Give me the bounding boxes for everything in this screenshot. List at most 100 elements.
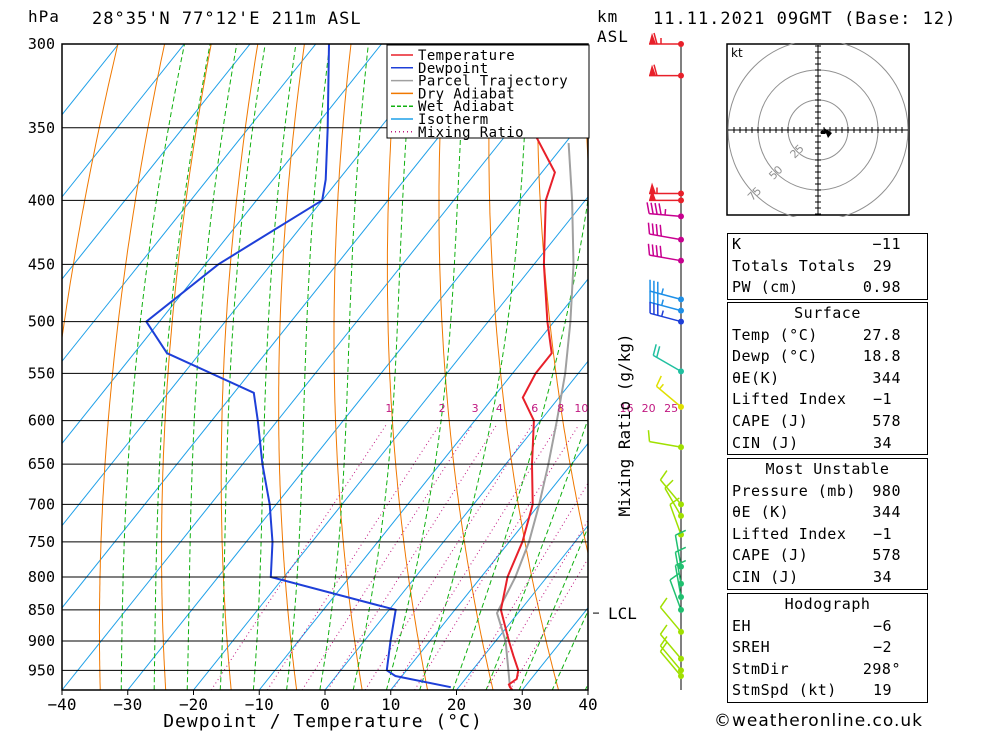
legend-entry-label: Temperature [418,48,515,64]
wind-level-dot [678,667,684,674]
wind-level-dot [678,444,684,451]
isotherm-line [258,278,588,690]
table-row-label: CAPE (J) [732,546,809,565]
wind-barb-staff [649,254,682,262]
table-heading: Surface [794,304,861,322]
wind-barb-flag [649,33,656,44]
table-row-value: 298° [862,659,901,678]
table-row-label: CIN (J) [732,567,799,586]
wet-adiabat-line [518,526,588,690]
pressure-tick-label: 600 [28,412,55,430]
dry-adiabat-line [674,0,701,690]
table-heading: Hodograph [784,595,871,613]
legend-entry-label: Wet Adiabat [418,99,515,115]
table-row-label: Lifted Index [732,390,847,409]
wind-barb [659,597,684,635]
table-row-value: −11 [872,235,901,253]
table-heading: Most Unstable [765,460,890,478]
dry-adiabat-line [161,44,212,690]
pressure-tick-label: 800 [28,568,55,586]
wet-adiabat-line [352,44,414,690]
wind-barb-feather [655,224,659,236]
wind-barb [647,243,684,264]
table-row: Dewp (°C) 18.8 [728,346,927,368]
table-row-value: −6 [873,616,893,635]
wind-barb [647,222,684,243]
wind-barb-flag [649,182,656,194]
copyright-text: ©weatheronline.co.uk [714,711,924,731]
isotherm-line [127,113,588,690]
temp-tick-label: −30 [113,695,142,714]
wind-barb-feather [658,203,662,215]
wind-level-dot [678,368,684,375]
isotherm-line [62,44,317,363]
table-row-value: 578 [872,546,901,565]
isotherm-line [62,44,382,445]
table-row-value: 27.8 [862,325,901,344]
table-row: Temp (°C) 27.8 [728,325,927,347]
wind-barb-feather [647,222,651,235]
wind-barb [674,559,687,600]
pressure-tick-label: 500 [28,313,55,331]
temp-tick-label: 20 [447,695,466,714]
pressure-tick-label: 750 [28,533,55,551]
table-row-value: 344 [872,503,901,522]
dewpoint-series [144,44,451,689]
temp-tick-label: 10 [381,695,400,714]
wind-barb-staff [649,301,682,312]
dry-adiabat-line [488,44,559,690]
location-title: 28°35'N 77°12'E 211m ASL [92,9,362,29]
wind-level-dot [678,403,684,410]
isotherm-line [654,44,700,690]
indices-table: Most Unstable Pressure (mb) 980 θE (K) 344 Li… [727,458,928,590]
wind-level-dot [678,606,684,613]
indices-table: Hodograph EH −6 SREH −2 StmDir 298° StmSpd (kt)… [727,593,928,703]
dry-adiabat-line [62,44,119,342]
wind-barb-feather [659,245,663,258]
dry-adiabat-line [278,44,305,690]
skewt-diagram: 3003504004505005506006507007508008509009… [28,0,701,732]
wind-barb [649,279,684,303]
mixing-ratio-line [392,424,559,690]
wind-barb-feather [659,624,668,635]
table-row-value: 34 [873,433,893,452]
table-row: CAPE (J) 578 [728,411,927,433]
wind-level-dot [678,307,684,314]
table-row-label: Pressure (mb) [732,481,856,500]
mixing-ratio-label: 2 [439,402,446,415]
wind-barb-feather [652,344,657,356]
table-row-value: 980 [872,481,901,500]
table-row: CIN (J) 34 [728,433,927,455]
wet-adiabat-line [219,44,266,690]
wind-barb-half-feather [658,383,664,390]
mixing-ratio-label: 4 [496,402,503,415]
wind-barb-staff [659,633,682,660]
dry-adiabat-line [98,44,166,690]
wind-barb-feather [654,202,658,215]
wind-barb-feather [669,572,680,581]
wind-barb-flag [649,64,656,76]
dry-adiabat-line [629,0,700,690]
wet-adiabat-line [186,44,238,690]
temp-tick-label: −20 [179,695,208,714]
wind-level-dot [678,655,684,662]
wind-barb-staff [649,290,682,301]
table-row-label: CAPE (J) [732,411,809,430]
wind-barb-half-feather [664,208,667,216]
wind-level-dot [678,512,684,519]
wind-barb-feather [653,64,658,76]
wind-barb-feather [647,430,651,442]
table-row-label: EH [732,616,752,635]
x-axis-label: Dewpoint / Temperature (°C) [163,711,483,732]
wind-barb [652,344,684,375]
mixing-ratio-label: 25 [664,402,678,415]
wind-level-dot [678,72,684,79]
wind-barb-half-feather [660,310,664,317]
isotherm-line [193,196,588,690]
table-row: Pressure (mb) 980 [728,481,927,503]
table-row-label: θE(K) [732,368,780,387]
temp-tick-label: −10 [245,695,274,714]
wind-barb [649,182,684,197]
